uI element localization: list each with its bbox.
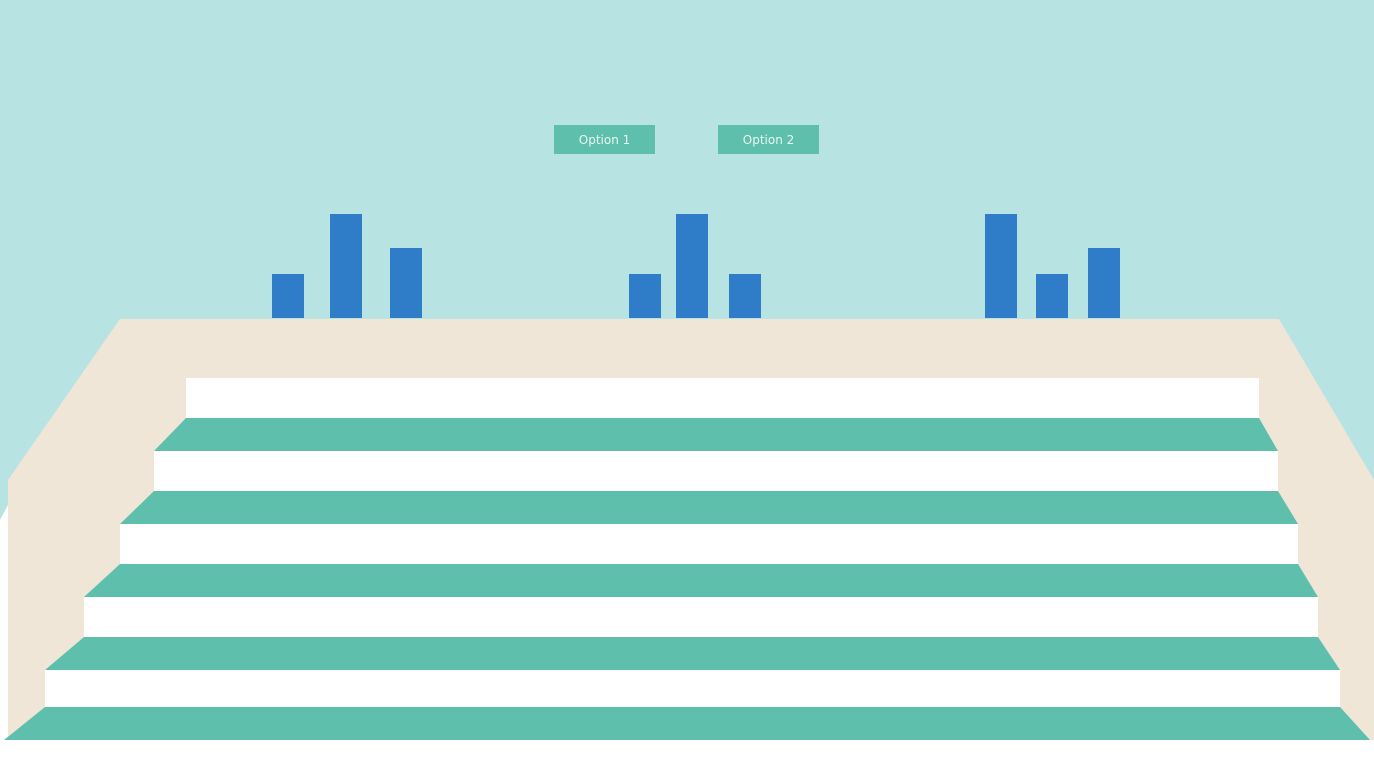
bar xyxy=(390,248,422,318)
floor xyxy=(0,740,1374,776)
bar xyxy=(629,274,661,318)
bar xyxy=(729,274,761,318)
bar xyxy=(272,274,304,318)
bar-groups xyxy=(272,214,1120,318)
stair-tread xyxy=(84,564,1318,597)
option-1-button[interactable]: Option 1 xyxy=(554,125,655,154)
bar xyxy=(676,214,708,318)
ground-white xyxy=(0,505,8,776)
option-2-button[interactable]: Option 2 xyxy=(718,125,819,154)
bar xyxy=(1088,248,1120,318)
stair-tread xyxy=(4,707,1370,740)
bar xyxy=(330,214,362,318)
stair-landing xyxy=(186,378,1259,418)
stair-steps xyxy=(4,418,1370,740)
stair-tread xyxy=(154,418,1278,451)
stair-riser xyxy=(154,451,1278,491)
bar xyxy=(985,214,1017,318)
stair-tread xyxy=(120,491,1298,524)
stair-riser xyxy=(120,524,1298,564)
stair-riser xyxy=(45,670,1340,707)
stair-tread xyxy=(45,637,1340,670)
bar xyxy=(1036,274,1068,318)
stair-riser xyxy=(84,597,1318,637)
